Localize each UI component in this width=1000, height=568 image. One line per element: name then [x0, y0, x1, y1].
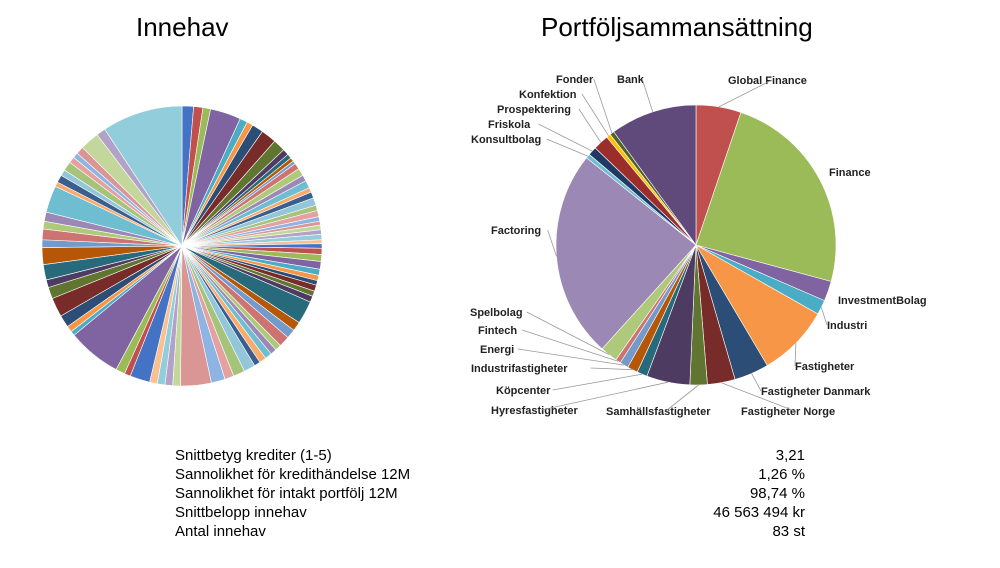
leader-line [526, 311, 609, 355]
sector-label: Spelbolag [470, 307, 523, 319]
leader-line [538, 123, 593, 152]
sector-label: Fastigheter Norge [741, 406, 835, 418]
leader-line [820, 307, 828, 326]
sector-label: Samhällsfastigheter [606, 406, 711, 418]
sector-label: Fastigheter [795, 361, 855, 373]
stat-row: Sannolikhet för intakt portfölj 12M 98,7… [175, 484, 805, 503]
portfolio-composition-title: Portföljsammansättning [541, 12, 813, 42]
stat-label: Snittbetyg krediter (1-5) [175, 447, 332, 464]
stat-row: Antal innehav 83 st [175, 522, 805, 541]
leader-line [593, 78, 613, 134]
leader-line [721, 382, 795, 412]
sector-label: Global Finance [728, 75, 807, 87]
stat-label: Antal innehav [175, 523, 266, 540]
sector-slice [695, 112, 837, 282]
sector-label: Bank [617, 74, 645, 86]
stat-label: Snittbelopp innehav [175, 504, 307, 521]
portfolio-composition-pie [555, 104, 837, 386]
sector-label: Hyresfastigheter [491, 405, 579, 417]
leader-line [552, 373, 643, 391]
portfolio-composition-labels: Global Finance Finance InvestmentBolag Indu… [470, 74, 927, 418]
leader-line [547, 229, 557, 257]
sector-label: Friskola [488, 119, 531, 131]
stat-value: 98,74 % [749, 485, 805, 502]
holding-slice [104, 105, 183, 247]
stat-label: Sannolikhet för intakt portfölj 12M [175, 485, 398, 502]
stat-row: Sannolikhet för kredithändelse 12M 1,26 … [175, 465, 805, 484]
sector-label: Konsultbolag [471, 134, 541, 146]
innehav-pie [41, 105, 323, 387]
sector-label: Prospektering [497, 104, 571, 116]
stat-value: 1,26 % [758, 466, 805, 483]
sector-label: InvestmentBolag [838, 295, 927, 307]
sector-label: Energi [480, 344, 514, 356]
stat-value: 83 st [772, 523, 805, 540]
sector-label: Köpcenter [496, 385, 551, 397]
sector-label: Fonder [556, 74, 594, 86]
sector-label: Industri [827, 320, 867, 332]
innehav-title: Innehav [136, 12, 229, 42]
stat-label: Sannolikhet för kredithändelse 12M [175, 466, 411, 483]
stats-table: Snittbetyg krediter (1-5) 3,21 Sannolikh… [175, 446, 805, 541]
sector-label: Konfektion [519, 89, 577, 101]
leader-line [641, 78, 654, 113]
sector-slice [613, 104, 697, 246]
stat-row: Snittbetyg krediter (1-5) 3,21 [175, 446, 805, 465]
leader-line [521, 329, 619, 362]
stat-row: Snittbelopp innehav 46 563 494 kr [175, 503, 805, 522]
leader-line [546, 138, 588, 157]
leader-line [718, 79, 773, 108]
sector-label: Factoring [491, 225, 541, 237]
leader-line [665, 384, 699, 412]
leader-line [590, 367, 633, 371]
leader-line [581, 93, 609, 136]
stat-value: 3,21 [775, 447, 805, 464]
leader-line [517, 348, 625, 366]
sector-slice [555, 157, 697, 350]
leader-line [541, 381, 669, 411]
sector-label: Finance [829, 167, 871, 179]
sector-label: Fintech [478, 325, 517, 337]
leader-line [794, 343, 797, 367]
sector-label: Industrifastigheter [471, 363, 568, 375]
stat-value: 46 563 494 kr [713, 504, 805, 521]
leader-line [578, 108, 602, 143]
sector-label: Fastigheter Danmark [761, 386, 871, 398]
leader-line [751, 373, 762, 392]
